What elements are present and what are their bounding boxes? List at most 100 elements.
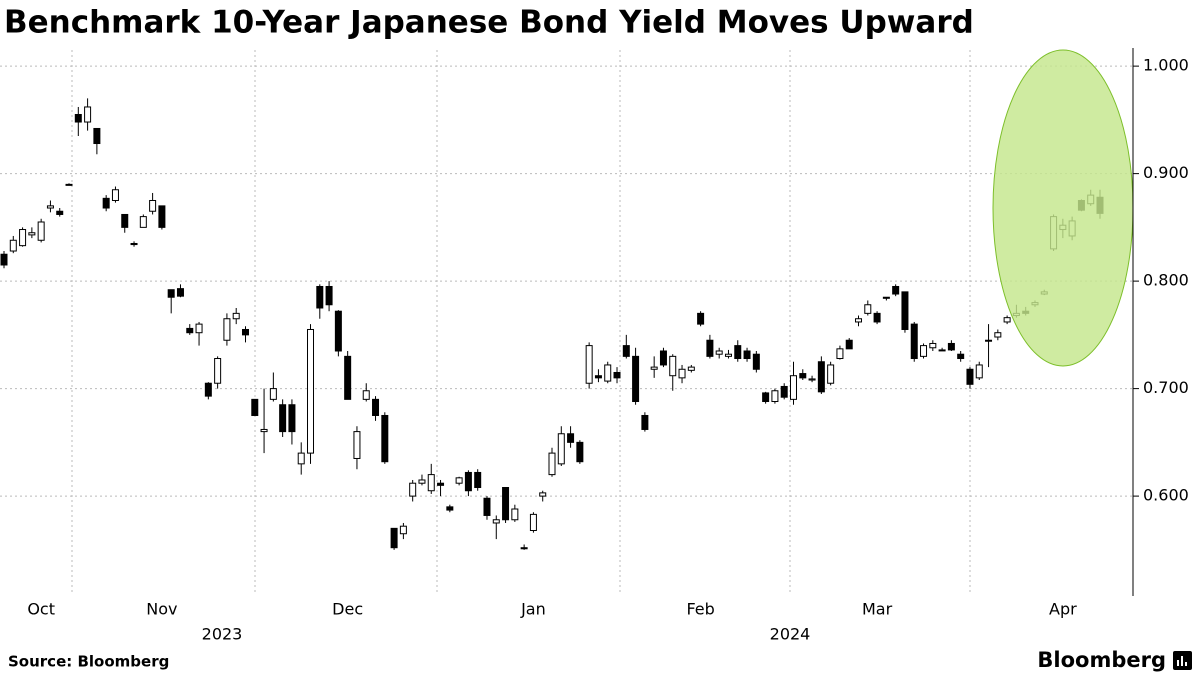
candle-body xyxy=(687,366,695,371)
y-tick-label: 1.000 xyxy=(1143,56,1189,75)
candle-body xyxy=(817,361,825,393)
candle-body xyxy=(594,375,602,379)
candle-body xyxy=(585,345,593,384)
candle-body xyxy=(808,378,816,381)
candle-body xyxy=(771,390,779,403)
y-tick-label: 0.900 xyxy=(1143,163,1189,182)
candle-body xyxy=(297,452,305,465)
candle-body xyxy=(307,328,315,454)
candle-body xyxy=(734,345,742,360)
y-tick-label: 0.800 xyxy=(1143,271,1189,290)
grid-layer xyxy=(0,50,1133,595)
candle-body xyxy=(455,477,463,484)
candle-body xyxy=(910,323,918,360)
candle-body xyxy=(102,197,110,209)
candle-body xyxy=(279,404,287,433)
candle-body xyxy=(947,342,955,351)
candle-body xyxy=(985,339,993,342)
candle-body xyxy=(799,373,807,379)
candle-body xyxy=(789,375,797,400)
candle-body xyxy=(576,441,584,463)
candle-body xyxy=(37,221,45,241)
candle-body xyxy=(845,339,853,350)
highlight-ellipse xyxy=(992,49,1134,367)
candle-body xyxy=(167,289,175,298)
candle-body xyxy=(762,392,770,403)
candle-body xyxy=(613,371,621,379)
candle-body xyxy=(780,385,788,398)
candle-body xyxy=(418,479,426,484)
candle-body xyxy=(446,506,454,511)
candle-body xyxy=(214,358,222,384)
candle-body xyxy=(938,349,946,352)
candle-body xyxy=(74,113,82,123)
candle-body xyxy=(920,345,928,357)
axis-labels: 0.600 0.700 0.800 0.900 1.000 Oct Nov Dec Jan Feb… xyxy=(27,56,1188,644)
candle-body xyxy=(409,482,417,497)
x-tick-label: Feb xyxy=(686,600,714,619)
candle-body xyxy=(511,508,519,521)
candle-body xyxy=(372,398,380,416)
candle-body xyxy=(697,312,705,325)
candle-body xyxy=(994,332,1002,338)
candle-body xyxy=(864,304,872,314)
x-tick-label: Mar xyxy=(862,600,893,619)
candle-body xyxy=(65,183,73,186)
candle-body xyxy=(706,339,714,357)
candle-body xyxy=(659,350,667,366)
candle-body xyxy=(539,492,547,497)
candle-body xyxy=(957,353,965,360)
candle-body xyxy=(84,106,92,123)
y-tick-label: 0.600 xyxy=(1143,486,1189,505)
candle-body xyxy=(56,210,64,215)
x-tick-label: Nov xyxy=(146,600,177,619)
candle-body xyxy=(975,364,983,379)
candle-body xyxy=(557,433,565,465)
candle-body xyxy=(567,433,575,443)
candle-body xyxy=(399,525,407,535)
candle-body xyxy=(929,342,937,349)
candle-body xyxy=(632,355,640,403)
candle-body xyxy=(260,428,268,433)
candle-body xyxy=(641,414,649,430)
candle-body xyxy=(901,291,909,330)
chart-title: Benchmark 10-Year Japanese Bond Yield Mo… xyxy=(4,5,974,41)
candle-body xyxy=(325,285,333,306)
candle-body xyxy=(176,288,184,297)
candle-body xyxy=(492,519,500,524)
candle-body xyxy=(130,242,138,246)
candle-body xyxy=(827,364,835,384)
candle-body xyxy=(529,513,537,532)
candle-body xyxy=(724,353,732,357)
y-tick-label: 0.700 xyxy=(1143,378,1189,397)
candle-body xyxy=(139,216,147,228)
candle-body xyxy=(223,318,231,341)
candle-body xyxy=(873,312,881,323)
candle-body xyxy=(1003,317,1011,323)
candle-body xyxy=(650,366,658,370)
candle-body xyxy=(390,527,398,549)
candle-body xyxy=(121,213,129,228)
source: Source: Bloomberg xyxy=(8,653,169,671)
candle-body xyxy=(855,318,863,323)
x-tick-label: Oct xyxy=(27,600,55,619)
candle-body xyxy=(966,368,974,385)
candle-body xyxy=(502,487,510,521)
candle-body xyxy=(269,388,277,400)
candle-body xyxy=(19,229,27,247)
candle-body xyxy=(836,348,844,360)
candle-body xyxy=(892,285,900,295)
candle-body xyxy=(93,127,101,145)
candle-body xyxy=(149,199,157,212)
candle-body xyxy=(204,382,212,397)
candle-body xyxy=(186,327,194,334)
candle-body xyxy=(232,312,240,320)
candle-body xyxy=(381,414,389,463)
x-tick-label: Jan xyxy=(520,600,546,619)
candle-body xyxy=(548,452,556,476)
candle-body xyxy=(362,390,370,400)
candle-body xyxy=(9,239,17,252)
candle-body xyxy=(241,328,249,336)
candle-body xyxy=(195,323,203,334)
